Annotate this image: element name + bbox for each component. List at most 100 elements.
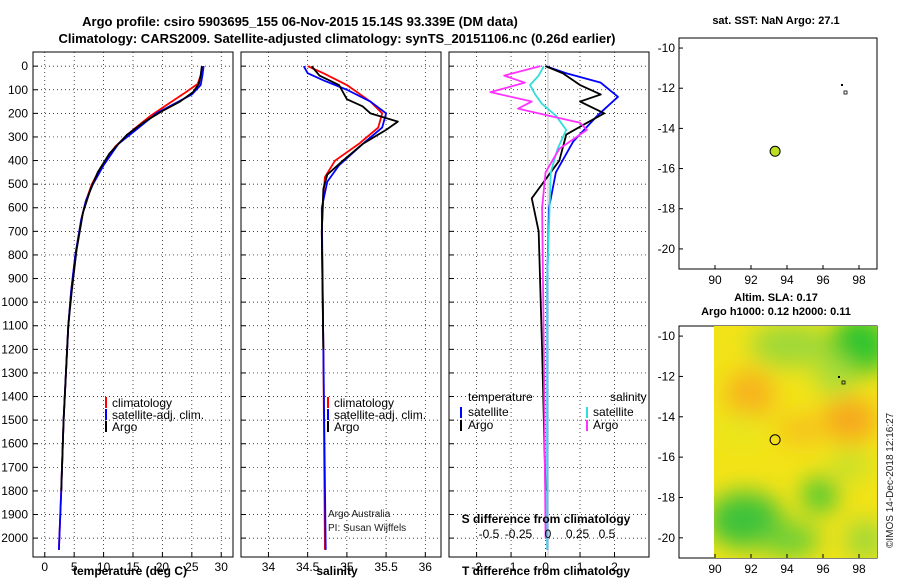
legend-s-argo: Argo: [593, 418, 619, 432]
s-tick-label: 0.5: [599, 527, 616, 541]
sla-blob: [716, 412, 764, 448]
s-difference-label: S difference from climatology: [462, 512, 631, 526]
temperature-x-ticks: 0 5 10 15 20 25 30: [41, 560, 228, 574]
series-line-satellite: [545, 65, 619, 550]
salinity-grid: [241, 52, 441, 557]
x-tick-label: 2: [611, 560, 618, 574]
depth-tick-label: 900: [8, 272, 28, 286]
series-line-satellite: [302, 65, 387, 550]
depth-tick-label: 500: [8, 177, 28, 191]
imos-stamp: ©IMOS 14-Dec-2018 12:16:27: [885, 412, 896, 548]
sla-map-title-line2: Argo h1000: 0.12 h2000: 0.11: [701, 306, 851, 318]
depth-tick-label: 200: [8, 106, 28, 120]
x-tick-label: 0: [542, 560, 549, 574]
map-y-tick-label: -18: [658, 490, 676, 504]
map-y-tick-label: -10: [658, 329, 676, 343]
difference-panel: -2 -1 0 1 2 T difference from climatology S …: [448, 51, 650, 578]
difference-x-ticks: -2 -1 0 1 2: [471, 560, 618, 574]
x-tick-label: 36: [419, 560, 433, 574]
temperature-xlabel: temperature (deg C): [73, 564, 187, 578]
map-y-tick-label: -14: [658, 410, 676, 424]
legend-t-argo: Argo: [468, 418, 494, 432]
depth-tick-label: 2000: [1, 531, 28, 545]
sst-map-panel: sat. SST: NaN Argo: 27.1 90 92 94 96 98 -10 -1…: [658, 15, 878, 287]
sla-blob: [822, 398, 877, 442]
temperature-legend: climatology satellite-adj. clim. Argo: [105, 396, 204, 434]
x-tick-label: 5: [71, 560, 78, 574]
depth-tick-label: 1700: [1, 460, 28, 474]
sla-heatmap: [714, 326, 877, 558]
sla-blob: [778, 415, 822, 445]
sla-blob: [802, 477, 838, 513]
depth-tick-label: 1800: [1, 484, 28, 498]
map-y-tick-label: -12: [658, 369, 676, 383]
legend-title-salinity: salinity: [610, 390, 647, 404]
x-tick-label: 35.5: [374, 560, 398, 574]
x-tick-label: 0: [41, 560, 48, 574]
depth-tick-label: 600: [8, 201, 28, 215]
x-tick-label: 10: [97, 560, 111, 574]
sla-blob: [815, 355, 855, 395]
depth-tick-label: 1500: [1, 413, 28, 427]
difference-grid: [449, 52, 649, 557]
depth-tick-label: 100: [8, 83, 28, 97]
argo-location-marker: [769, 434, 781, 446]
sla-map-title-line1: Altim. SLA: 0.17: [734, 292, 818, 304]
series-line-argo_salinity: [489, 65, 588, 539]
depth-tick-label: 1400: [1, 390, 28, 404]
map-x-tick-label: 92: [744, 562, 758, 576]
series-line-sat_salinity: [529, 65, 568, 550]
x-tick-label: -2: [471, 560, 482, 574]
map-y-tick-label: -20: [658, 531, 676, 545]
difference-legend: temperature salinity satellite Argo sate…: [460, 390, 647, 432]
map-x-tick-label: 94: [780, 562, 794, 576]
island-mark: [841, 380, 846, 385]
heatmap-field: [714, 326, 877, 558]
depth-tick-label: 1000: [1, 295, 28, 309]
map-y-tick-label: -10: [658, 41, 676, 55]
sla-map-ticks: 90 92 94 96 98 -10 -12 -14 -16 -18 -20: [658, 329, 866, 576]
s-tick-label: -0.5: [479, 527, 500, 541]
legend-s-satellite: satellite: [593, 405, 634, 419]
depth-tick-label: 300: [8, 130, 28, 144]
temperature-panel: 0 5 10 15 20 25 30 temperature (deg C) climato…: [32, 51, 234, 578]
map-y-tick-label: -14: [658, 121, 676, 135]
sla-blob: [725, 370, 775, 420]
legend-t-satellite: satellite: [468, 405, 509, 419]
legend-climatology: climatology: [112, 396, 172, 410]
salinity-lines: [302, 65, 399, 550]
sla-blob: [830, 449, 870, 481]
difference-lines: [489, 65, 619, 550]
island-mark: [843, 90, 848, 95]
legend-argo: Argo: [112, 420, 138, 434]
x-tick-label: 25: [185, 560, 199, 574]
map-x-tick-label: 98: [852, 562, 866, 576]
depth-tick-label: 1900: [1, 508, 28, 522]
x-tick-label: 35: [340, 560, 354, 574]
argo-location-marker: [769, 145, 781, 157]
depth-axis: 0 100 200 300 400 500 600 700 800 900 1000 1100 1200…: [1, 59, 28, 545]
s-tick-label: -0.25: [505, 527, 533, 541]
map-x-tick-label: 94: [780, 273, 794, 287]
series-line-argo: [310, 65, 399, 350]
title-line2: Climatology: CARS2009. Satellite-adjuste…: [58, 31, 615, 46]
salinity-x-ticks: 34 34.5 35 35.5 36: [262, 560, 433, 574]
depth-tick-label: 800: [8, 248, 28, 262]
depth-tick-label: 1600: [1, 437, 28, 451]
salinity-frame: [240, 51, 442, 558]
map-x-tick-label: 96: [816, 562, 830, 576]
depth-tick-label: 700: [8, 224, 28, 238]
series-line-argo: [60, 66, 203, 491]
title-line1: Argo profile: csiro 5903695_155 06-Nov-2…: [82, 14, 518, 29]
map-y-tick-label: -18: [658, 202, 676, 216]
series-line-satellite: [57, 66, 205, 550]
depth-tick-label: 1200: [1, 342, 28, 356]
credit-line1: Argo Australia: [328, 509, 391, 520]
temperature-grid: [33, 52, 233, 557]
depth-tick-label: 1300: [1, 366, 28, 380]
island-mark: [841, 84, 843, 86]
map-y-tick-label: -12: [658, 81, 676, 95]
series-line-argo: [530, 65, 606, 491]
map-y-tick-label: -16: [658, 450, 676, 464]
